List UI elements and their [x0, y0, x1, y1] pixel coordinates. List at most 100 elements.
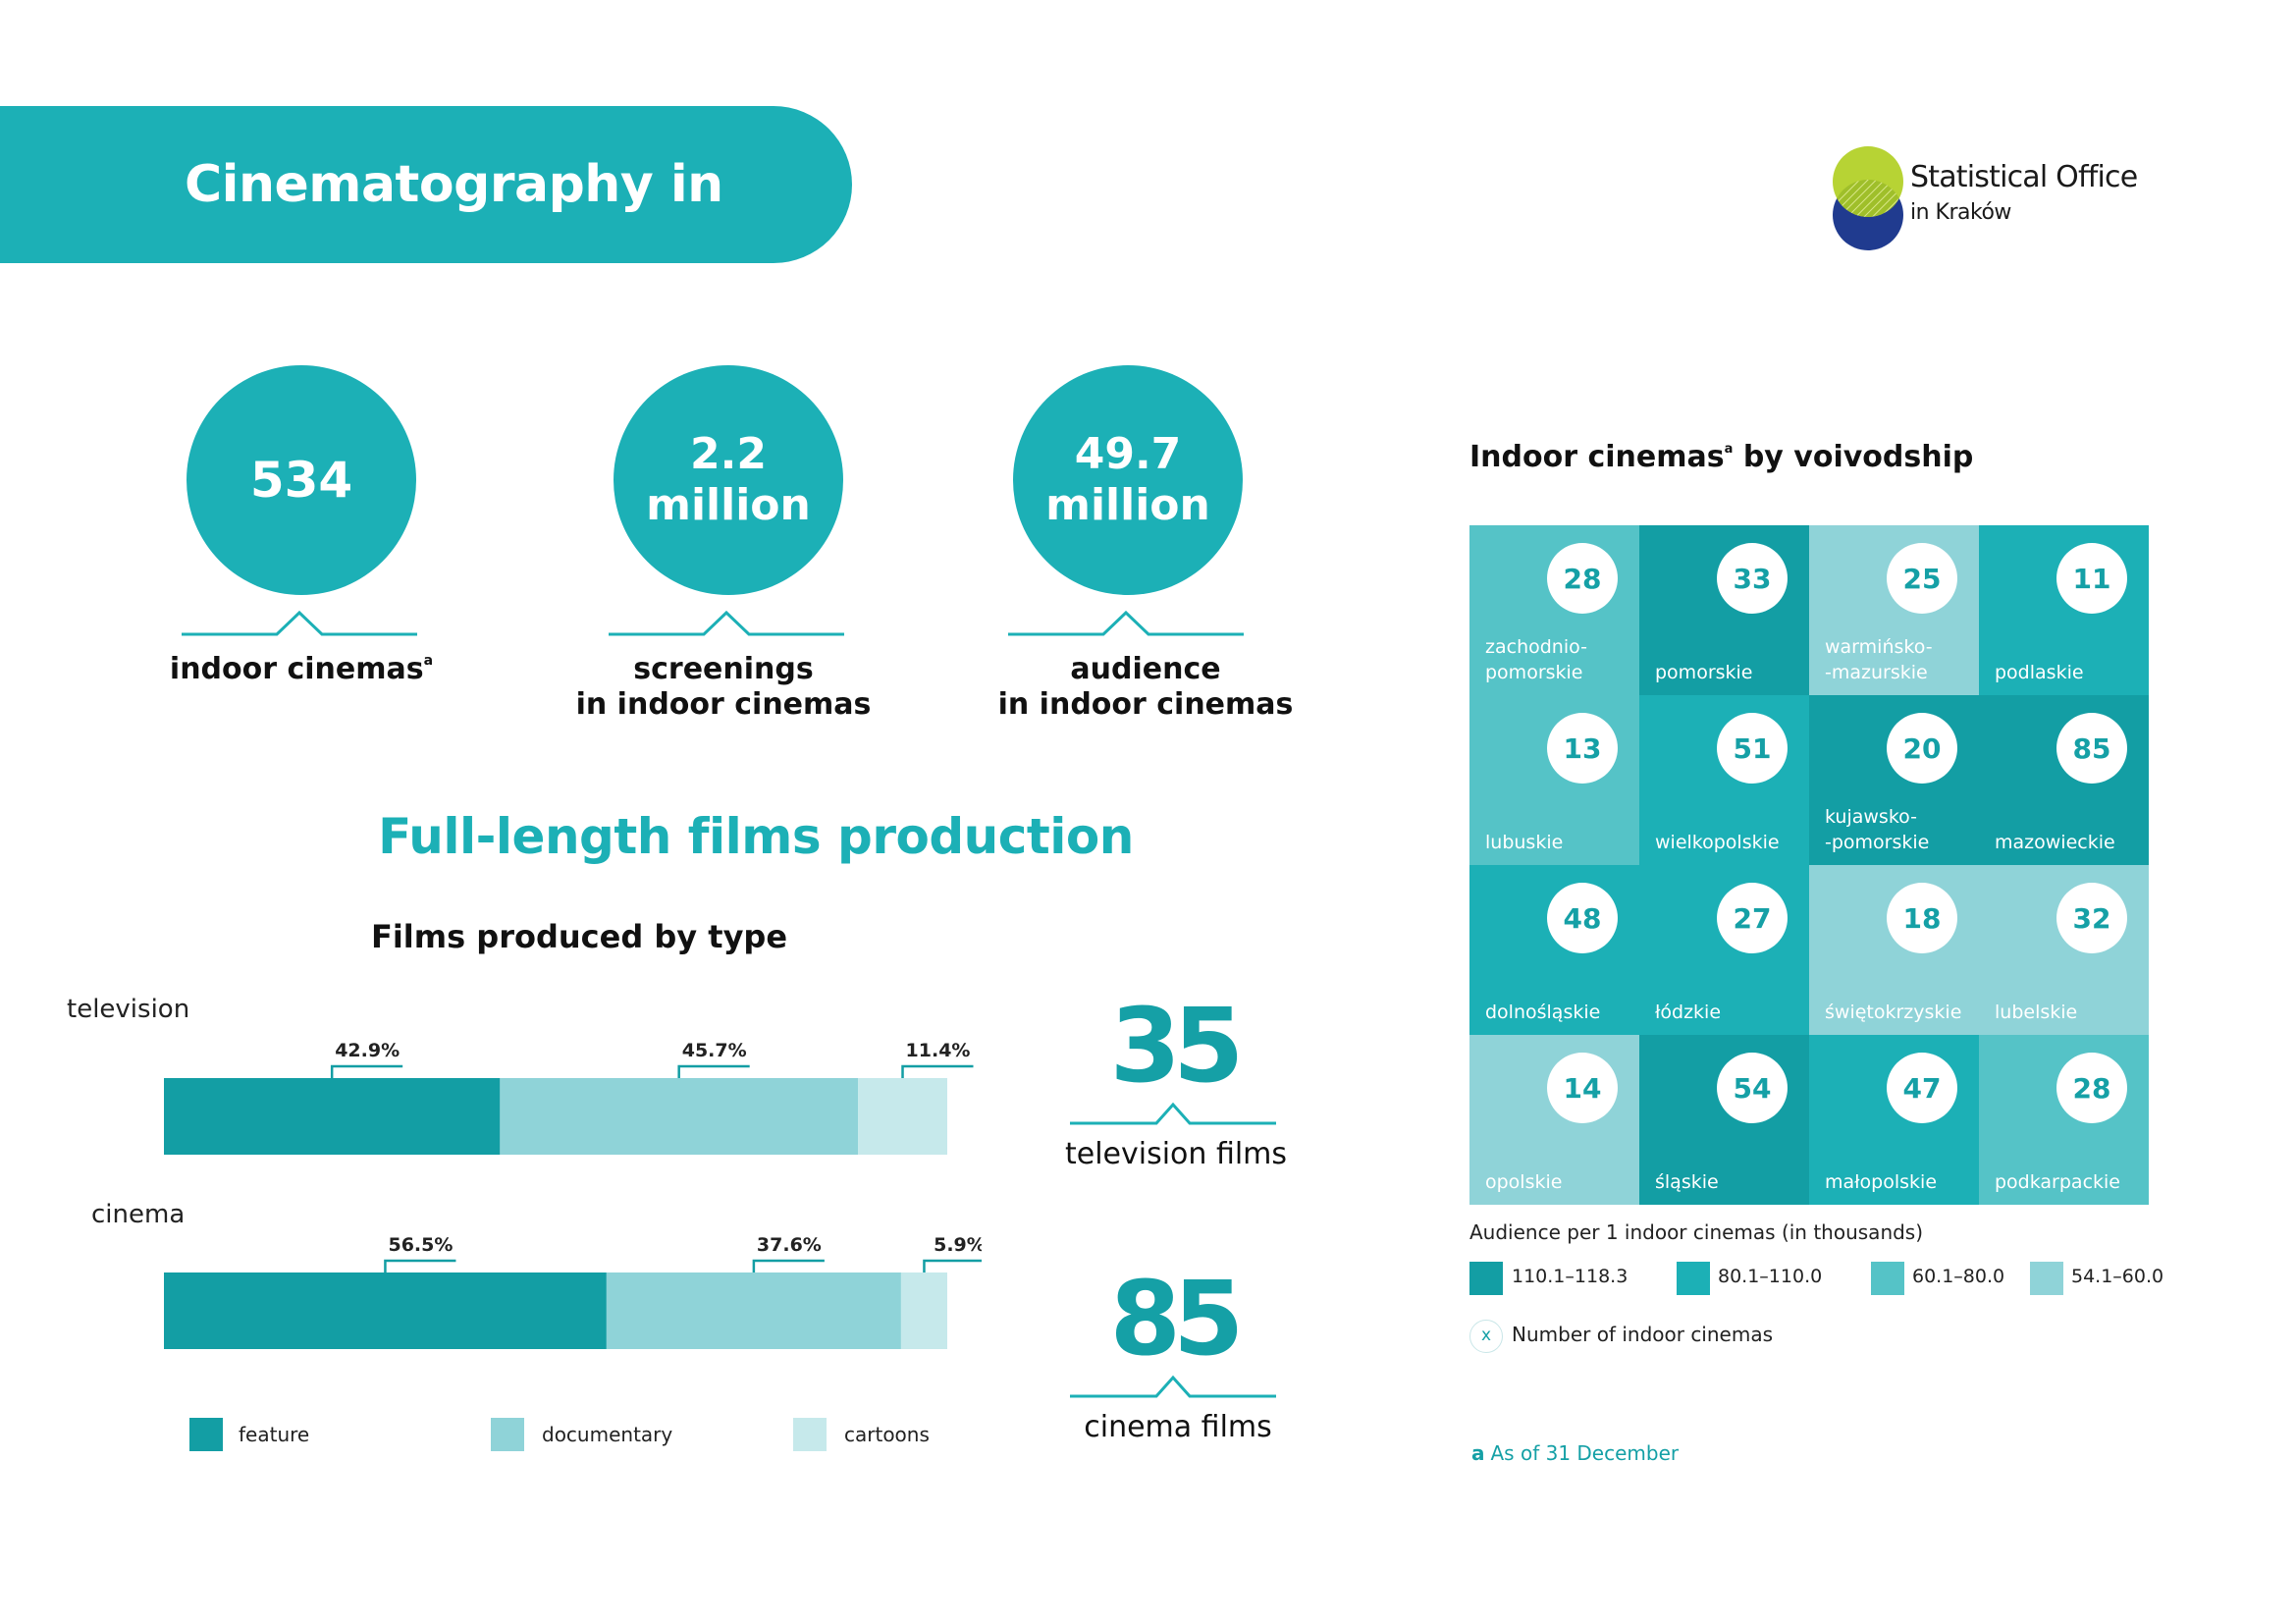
cinema-count: 28 [2056, 1053, 2127, 1123]
legend-swatch-documentary [491, 1418, 524, 1451]
section-title: Full-length films production [378, 808, 1134, 865]
total-television-label: television films [1064, 1137, 1288, 1171]
cinema-count: 54 [1717, 1053, 1788, 1123]
row-label-television: television [67, 995, 190, 1024]
voivodship-name: dolnośląskie [1485, 1001, 1601, 1023]
legend-label-feature: feature [239, 1423, 310, 1446]
legend-label-cartoons: cartoons [844, 1423, 930, 1446]
total-cinema-label: cinema films [1084, 1410, 1272, 1444]
voivodship-name: mazowieckie [1995, 832, 2115, 853]
kpi-value-unit: million [1045, 480, 1210, 530]
callout-line [677, 1064, 750, 1078]
cinema-count: 85 [2056, 713, 2127, 784]
kpi-pointer [1008, 610, 1244, 636]
voivodship-name: małopolskie [1825, 1171, 1938, 1193]
cinema-count: 18 [1887, 883, 1957, 953]
page-title: Cinematography in 2025 [185, 155, 723, 371]
grid-cell: 54 śląskie [1639, 1035, 1809, 1205]
logo-text-line1: Statistical Office [1910, 160, 2138, 194]
voivodship-name: śląskie [1655, 1171, 1719, 1193]
voivodship-name: lubelskie [1995, 1001, 2078, 1023]
cinema-count: 13 [1547, 713, 1618, 784]
kpi-label-indoor-cinemas: indoor cinemasa [169, 652, 434, 686]
total-pointer [1070, 1375, 1276, 1398]
legend-swatch-class2 [1677, 1262, 1710, 1295]
kpi-circle-screenings: 2.2 million [614, 365, 843, 595]
title-banner: Cinematography in 2025 [0, 106, 852, 371]
legend-swatch-class1 [1469, 1262, 1503, 1295]
grid-cell: 27 łódzkie [1639, 865, 1809, 1035]
grid-cell: 14 opolskie [1469, 1035, 1639, 1205]
statistical-office-logo [1833, 146, 1903, 250]
voivodship-name: zachodnio- pomorskie [1485, 636, 1587, 683]
grid-cell: 48 dolnośląskie [1469, 865, 1639, 1035]
callout-line [330, 1064, 403, 1078]
logo-text-line2: in Kraków [1910, 200, 2011, 225]
value-label-television-documentary: 45.7% [682, 1040, 747, 1061]
legend-label-class1: 110.1–118.3 [1512, 1266, 1629, 1287]
legend-label-class3: 60.1–80.0 [1912, 1266, 2005, 1287]
bar-television-feature [164, 1078, 501, 1155]
voivodship-name: opolskie [1485, 1171, 1563, 1193]
grid-cell: 13 lubuskie [1469, 695, 1639, 865]
value-label-cinema-documentary: 37.6% [757, 1234, 822, 1256]
footnote: a As of 31 December [1471, 1441, 1680, 1465]
cinema-count: 51 [1717, 713, 1788, 784]
kpi-value: 534 [249, 452, 353, 509]
callout-line [901, 1064, 974, 1078]
bar-television-cartoons [858, 1078, 947, 1155]
grid-cell: 47 małopolskie [1809, 1035, 1979, 1205]
legend-swatch-cartoons [793, 1418, 827, 1451]
kpi-pointer [609, 610, 844, 636]
value-label-cinema-cartoons: 5.9% [934, 1234, 982, 1256]
legend-swatch-feature [189, 1418, 223, 1451]
grid-cell: 51 wielkopolskie [1639, 695, 1809, 865]
total-pointer [1070, 1102, 1276, 1125]
bar-cinema-feature [164, 1272, 607, 1349]
chart-title: Films produced by type [370, 918, 788, 955]
voivodship-name: warmińsko- -mazurskie [1825, 636, 1933, 683]
voivodship-name: lubuskie [1485, 832, 1564, 853]
kpi-circle-indoor-cinemas: 534 [187, 365, 416, 595]
cinema-count: 32 [2056, 883, 2127, 953]
voivodship-name: kujawsko- -pomorskie [1825, 806, 1930, 853]
kpi-label-screenings: screenings in indoor cinemas [575, 652, 872, 722]
cinema-count: 11 [2056, 543, 2127, 614]
cinema-count: 47 [1887, 1053, 1957, 1123]
legend-label-class4: 54.1–60.0 [2071, 1266, 2164, 1287]
voivodship-name: pomorskie [1655, 662, 1753, 683]
total-cinema-films: 85 [1109, 1259, 1245, 1379]
bar-cinema-documentary [606, 1272, 901, 1349]
value-label-television-feature: 42.9% [335, 1040, 400, 1061]
kpi-pointer [182, 610, 417, 636]
value-label-cinema-feature: 56.5% [388, 1234, 453, 1256]
cinema-count: 27 [1717, 883, 1788, 953]
grid-cell: 32 lubelskie [1979, 865, 2149, 1035]
kpi-value: 2.2 [690, 429, 767, 479]
cinema-count: 25 [1887, 543, 1957, 614]
grid-cell: 11 podlaskie [1979, 525, 2149, 695]
callout-line [384, 1259, 456, 1272]
kpi-label-audience: audience in indoor cinemas [997, 652, 1294, 722]
grid-cell: 20 kujawsko- -pomorskie [1809, 695, 1979, 865]
grid-cell: 28 podkarpackie [1979, 1035, 2149, 1205]
bar-television-documentary [500, 1078, 859, 1155]
voivodship-name: podlaskie [1995, 662, 2084, 683]
voivodship-grid: 28 zachodnio- pomorskie 33 pomorskie 25 warmi… [1469, 525, 2149, 1205]
grid-cell: 28 zachodnio- pomorskie [1469, 525, 1639, 695]
cinema-count: 20 [1887, 713, 1957, 784]
kpi-value: 49.7 [1074, 429, 1182, 479]
legend-label-documentary: documentary [542, 1423, 673, 1446]
voivodship-name: łódzkie [1655, 1001, 1722, 1023]
row-label-cinema: cinema [91, 1200, 186, 1229]
voivodship-name: podkarpackie [1995, 1171, 2120, 1193]
value-label-television-cartoons: 11.4% [906, 1040, 971, 1061]
stacked-bar-chart: 42.9% 45.7% 11.4% 56.5% 37.6% 5.9% [164, 1040, 982, 1349]
voivodship-name: wielkopolskie [1655, 832, 1780, 853]
legend-swatch-class4 [2030, 1262, 2063, 1295]
count-marker-icon: x [1469, 1320, 1503, 1353]
grid-legend-title: Audience per 1 indoor cinemas (in thousa… [1469, 1220, 1924, 1244]
map-title: Indoor cinemasa by voivodship [1469, 440, 1974, 474]
cinema-count: 28 [1547, 543, 1618, 614]
callout-line [752, 1259, 825, 1272]
